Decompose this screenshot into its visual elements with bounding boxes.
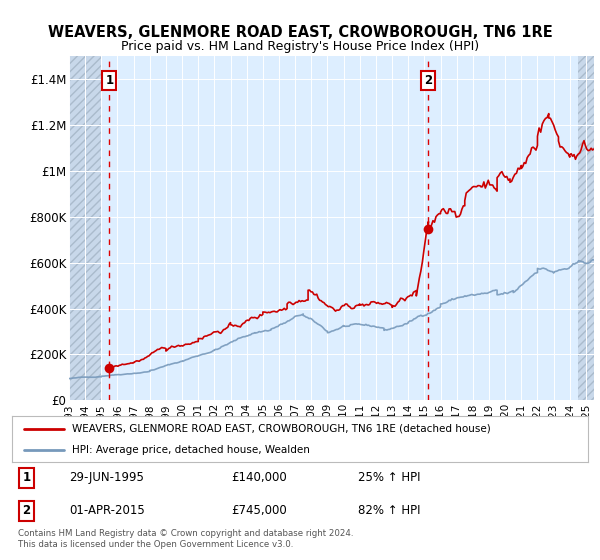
Bar <box>69 56 101 400</box>
Bar <box>578 56 594 400</box>
Text: 1: 1 <box>22 471 31 484</box>
Bar <box>69 56 101 400</box>
Text: 82% ↑ HPI: 82% ↑ HPI <box>358 504 420 517</box>
Text: Price paid vs. HM Land Registry's House Price Index (HPI): Price paid vs. HM Land Registry's House … <box>121 40 479 53</box>
Text: 25% ↑ HPI: 25% ↑ HPI <box>358 471 420 484</box>
Bar <box>578 56 594 400</box>
Text: 01-APR-2015: 01-APR-2015 <box>70 504 145 517</box>
Text: WEAVERS, GLENMORE ROAD EAST, CROWBOROUGH, TN6 1RE (detached house): WEAVERS, GLENMORE ROAD EAST, CROWBOROUGH… <box>73 424 491 434</box>
Text: £140,000: £140,000 <box>231 471 287 484</box>
Text: 29-JUN-1995: 29-JUN-1995 <box>70 471 145 484</box>
Text: WEAVERS, GLENMORE ROAD EAST, CROWBOROUGH, TN6 1RE: WEAVERS, GLENMORE ROAD EAST, CROWBOROUGH… <box>47 25 553 40</box>
Text: 1: 1 <box>106 73 113 87</box>
Text: Contains HM Land Registry data © Crown copyright and database right 2024.
This d: Contains HM Land Registry data © Crown c… <box>18 529 353 549</box>
Text: 2: 2 <box>424 73 433 87</box>
Text: £745,000: £745,000 <box>231 504 287 517</box>
Text: 2: 2 <box>22 504 31 517</box>
Text: HPI: Average price, detached house, Wealden: HPI: Average price, detached house, Weal… <box>73 445 310 455</box>
